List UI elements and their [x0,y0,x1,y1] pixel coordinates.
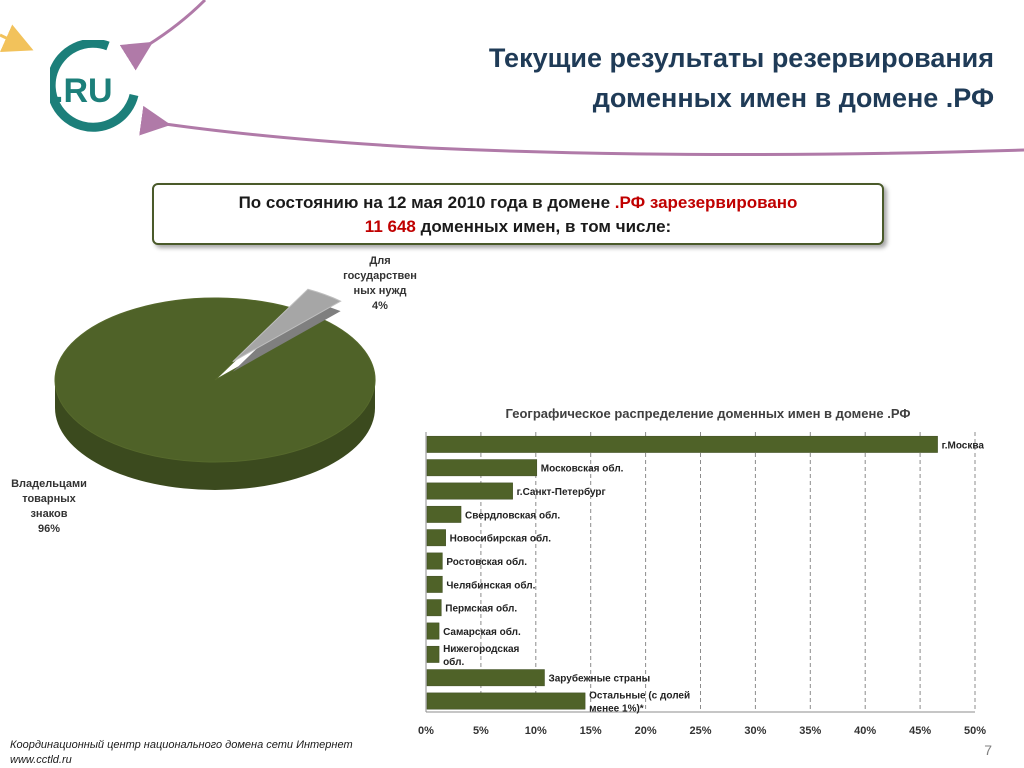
x-tick-label: 5% [473,725,489,737]
pie-label-gov-line2: государствен [343,270,417,282]
x-tick-label: 0% [418,725,434,737]
bar-category-label: Остальные (с долей менее 1%)* [589,691,690,715]
x-tick-label: 50% [964,725,986,737]
bar-category-label: Зарубежные страны [548,673,650,685]
status-count: 11 648 [364,217,416,236]
pie-slice-gov-side [232,299,341,372]
x-tick-label: 25% [689,725,711,737]
arrow-top-purple [119,0,207,71]
bar-category-label: Московская обл. [541,463,624,475]
x-tick-label: 15% [580,725,602,737]
status-summary-box: По состоянию на 12 мая 2010 года в домен… [152,183,884,245]
bar-chart: Географическое распределение доменных им… [418,406,986,737]
status-text-1: По состоянию на 12 мая 2010 года в домен… [238,193,615,212]
status-line-1: По состоянию на 12 мая 2010 года в домен… [154,191,882,215]
bar-category-label: г.Санкт-Петербург [517,486,606,498]
bar [426,692,586,710]
bar [426,645,440,663]
x-tick-label: 40% [854,725,876,737]
pie-side-wall [55,380,375,490]
bar [426,435,938,453]
bar-chart-title: Географическое распределение доменных им… [506,406,911,421]
bar-category-label: Пермская обл. [445,603,517,615]
arrow-wide-purple [139,105,1024,157]
pie-label-owners-value: 96% [37,523,61,535]
ru-logo: .RU [50,40,139,132]
bar [426,599,442,617]
page-title: Текущие результаты резервирования доменн… [374,38,994,118]
pie-chart [54,288,376,490]
pie-slice-gov [232,288,342,363]
arrow-orange [0,24,34,52]
status-line-2: 11 648 доменных имен, в том числе: [154,215,882,239]
pie-label-owners-line3: знаков [30,508,68,520]
page-number: 7 [984,742,992,758]
title-line-2: доменных имен в домене .РФ [592,83,994,113]
pie-label-owners-line2: товарных [22,493,76,505]
footer-url: www.cctld.ru [10,754,72,766]
bar-category-label: Ростовская обл. [446,556,527,568]
bar [426,482,513,500]
bar [426,505,462,523]
bar-category-label: Новосибирская обл. [450,533,552,545]
x-tick-label: 45% [909,725,931,737]
bar [426,552,443,570]
logo-text: .RU [54,72,113,110]
status-text-rf: .РФ зарезервировано [614,193,798,212]
pie-label-gov-value: 4% [372,300,388,312]
bar-category-label: г.Москва [942,440,985,451]
pie-label-owners: Владельцами товарных знаков 96% [4,477,94,537]
decorative-arrows [0,0,1024,157]
bar [426,459,538,477]
x-tick-label: 35% [799,725,821,737]
title-line-1: Текущие результаты резервирования [488,43,994,73]
pie-label-gov: Для государствен ных нужд 4% [340,254,420,314]
bar-category-label: Свердловская обл. [465,509,560,521]
pie-label-gov-line1: Для [369,255,391,267]
pie-slice-owners [54,297,376,463]
pie-label-gov-line3: ных нужд [353,285,407,297]
bar-category-label: Самарская обл. [443,626,521,638]
bar [426,529,446,547]
x-tick-label: 30% [744,725,766,737]
x-tick-label: 10% [525,725,547,737]
footer: Координационный центр национального доме… [10,738,353,768]
pie-label-owners-line1: Владельцами [11,478,87,490]
status-text-2: доменных имен, в том числе: [415,217,672,236]
bar-category-label: Челябинская обл. [446,579,535,591]
bar [426,622,440,640]
x-tick-label: 20% [635,725,657,737]
bar [426,669,545,687]
footer-org: Координационный центр национального доме… [10,739,353,751]
bar-category-label: Нижегородская обл. [443,644,519,668]
bar [426,575,443,593]
